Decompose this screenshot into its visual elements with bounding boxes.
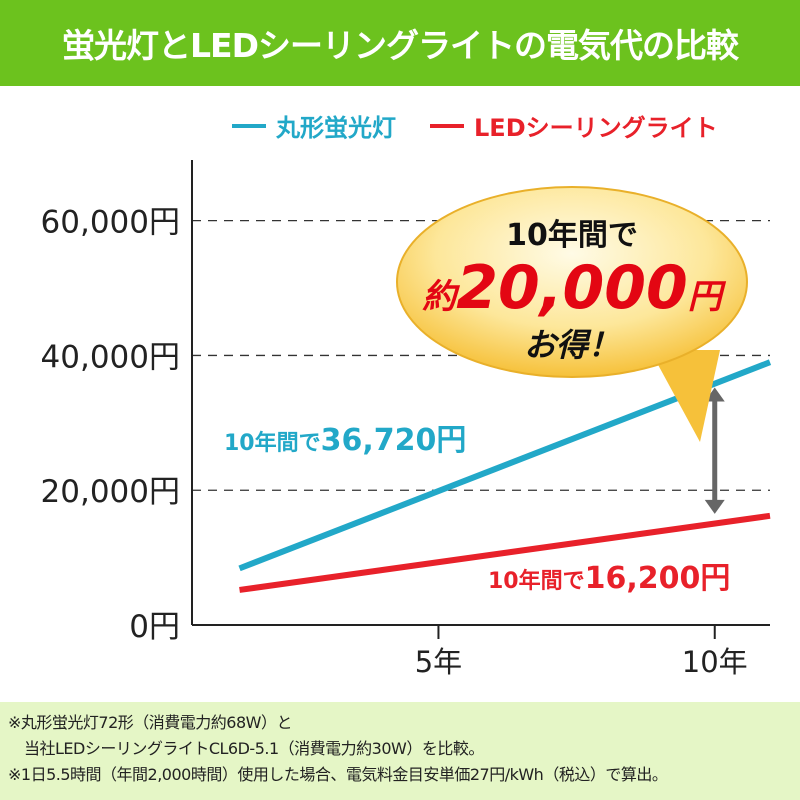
legend-swatch xyxy=(430,123,464,128)
page-title: 蛍光灯とLEDシーリングライトの電気代の比較 xyxy=(0,0,800,86)
callout-bubble xyxy=(396,186,748,378)
callout-line1: 10年間で xyxy=(506,218,638,253)
series-data-label: 10年間で36,720円 xyxy=(224,423,466,458)
savings-callout: 10年間で 約20,000円 お得！ xyxy=(396,186,748,442)
footnote-1: ※丸形蛍光灯72形（消費電力約68W）と xyxy=(8,713,292,732)
callout-tail xyxy=(650,350,720,442)
legend: 丸形蛍光灯 LEDシーリングライト xyxy=(232,108,718,143)
callout-line3: お得！ xyxy=(524,326,620,364)
callout-value: 20,000 xyxy=(456,253,688,323)
x-tick-label: 5年 xyxy=(415,645,462,679)
footnote-1-cont: 当社LEDシーリングライトCL6D-5.1（消費電力約30W）を比較。 xyxy=(24,739,484,758)
callout-amount: 約20,000円 xyxy=(422,253,727,323)
legend-swatch xyxy=(232,123,266,128)
y-tick-label: 0円 xyxy=(129,609,180,645)
legend-label: LEDシーリングライト xyxy=(474,114,718,142)
legend-label: 丸形蛍光灯 xyxy=(276,114,396,142)
series-line-led xyxy=(239,512,771,593)
footnotes: ※丸形蛍光灯72形（消費電力約68W）と 当社LEDシーリングライトCL6D-5… xyxy=(0,702,800,800)
y-tick-label: 60,000円 xyxy=(41,205,180,241)
y-tick-label: 20,000円 xyxy=(41,474,180,510)
series-data-label: 10年間で16,200円 xyxy=(488,561,730,596)
callout-unit: 円 xyxy=(688,277,727,317)
footnote-2: ※1日5.5時間（年間2,000時間）使用した場合、電気料金目安単価27円/kW… xyxy=(8,765,668,784)
arrow-head-down xyxy=(704,499,725,514)
y-tick-label: 40,000円 xyxy=(41,339,180,375)
x-tick-label: 10年 xyxy=(682,645,748,679)
callout-prefix: 約 xyxy=(422,277,460,317)
legend-item-led: LEDシーリングライト xyxy=(430,108,718,143)
arrow-head-up xyxy=(704,387,725,402)
legend-item-fluorescent: 丸形蛍光灯 xyxy=(232,108,396,143)
